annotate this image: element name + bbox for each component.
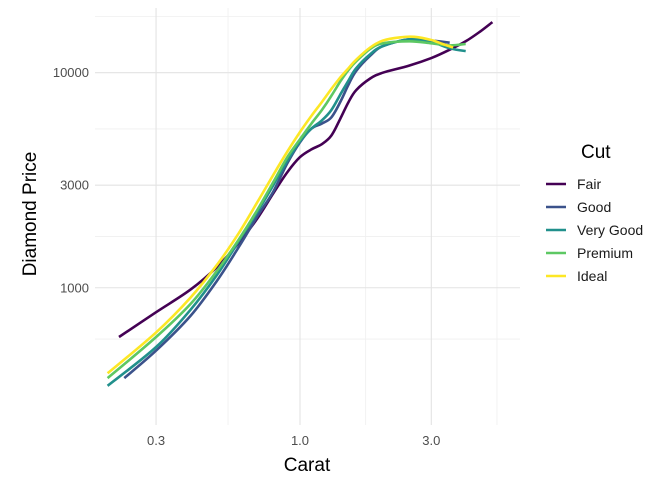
legend-label-ideal: Ideal <box>577 268 607 284</box>
legend: Cut Fair Good Very Good Premium Ideal <box>546 142 643 284</box>
legend-label-premium: Premium <box>577 245 633 261</box>
series-line-ideal <box>106 35 454 375</box>
minor-gridlines <box>95 8 520 425</box>
y-axis-title: Diamond Price <box>20 152 41 277</box>
legend-label-fair: Fair <box>577 176 601 192</box>
x-tick-label: 0.3 <box>147 433 165 448</box>
series-lines <box>106 21 494 387</box>
x-tick-label: 1.0 <box>291 433 309 448</box>
legend-label-good: Good <box>577 199 611 215</box>
x-axis-title: Carat <box>284 455 331 476</box>
y-tick-label: 1000 <box>60 280 89 295</box>
y-tick-label: 3000 <box>60 178 89 193</box>
y-tick-label: 10000 <box>53 65 89 80</box>
x-axis-tick-labels: 0.3 1.0 3.0 <box>147 433 440 448</box>
legend-title: Cut <box>581 142 611 163</box>
series-line-premium <box>106 40 466 380</box>
legend-label-very-good: Very Good <box>577 222 643 238</box>
legend-items: Fair Good Very Good Premium Ideal <box>546 176 643 284</box>
x-tick-label: 3.0 <box>422 433 440 448</box>
y-axis-tick-labels: 1000 3000 10000 <box>53 65 89 295</box>
series-line-fair <box>118 21 494 339</box>
major-gridlines <box>95 8 520 425</box>
series-line-good <box>123 37 450 380</box>
